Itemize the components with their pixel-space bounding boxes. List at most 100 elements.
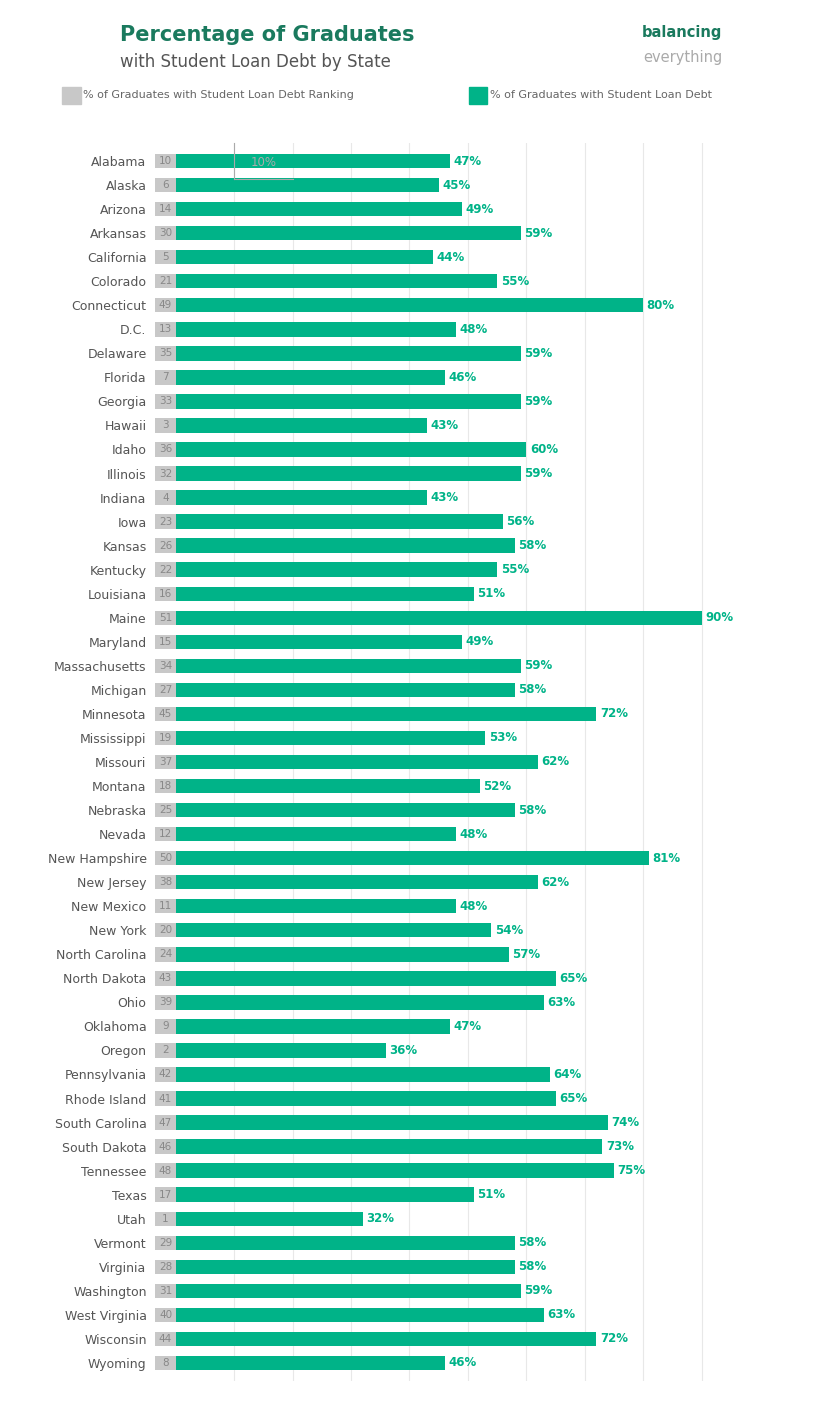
Bar xyxy=(176,780,480,794)
Bar xyxy=(176,899,457,914)
Text: 59%: 59% xyxy=(524,227,552,240)
Text: 18: 18 xyxy=(159,781,172,791)
Text: 12: 12 xyxy=(159,829,172,840)
Bar xyxy=(155,995,176,1009)
Text: 49%: 49% xyxy=(466,203,494,216)
Text: 19: 19 xyxy=(159,733,172,743)
Text: 59%: 59% xyxy=(524,395,552,408)
Text: 32: 32 xyxy=(159,468,172,478)
Text: 58%: 58% xyxy=(518,803,546,816)
Text: 58%: 58% xyxy=(518,1260,546,1273)
Bar xyxy=(155,610,176,625)
Text: 22: 22 xyxy=(159,565,172,575)
Text: 38: 38 xyxy=(159,878,172,887)
Bar xyxy=(155,707,176,721)
Text: 32%: 32% xyxy=(366,1213,394,1225)
Text: 52%: 52% xyxy=(483,780,511,792)
Text: 46: 46 xyxy=(159,1141,172,1151)
Bar xyxy=(155,322,176,336)
Text: 28: 28 xyxy=(159,1262,172,1272)
Bar xyxy=(176,923,491,938)
Text: % of Graduates with Student Loan Debt: % of Graduates with Student Loan Debt xyxy=(490,90,711,101)
Text: 72%: 72% xyxy=(600,1332,628,1346)
Bar xyxy=(155,1308,176,1322)
Bar xyxy=(155,491,176,505)
Text: 58%: 58% xyxy=(518,683,546,697)
Text: 47: 47 xyxy=(159,1117,172,1127)
Text: 4: 4 xyxy=(162,492,168,502)
Text: 23: 23 xyxy=(159,516,172,527)
Bar xyxy=(176,610,701,625)
Text: 58%: 58% xyxy=(518,540,546,552)
Bar xyxy=(176,1356,445,1370)
Text: 59%: 59% xyxy=(524,467,552,479)
Text: 54%: 54% xyxy=(495,924,523,937)
Bar xyxy=(176,442,526,457)
Bar xyxy=(176,515,503,529)
Text: 60%: 60% xyxy=(530,443,558,456)
Bar xyxy=(155,730,176,744)
Text: balancing: balancing xyxy=(642,25,722,41)
Bar xyxy=(155,273,176,289)
Bar xyxy=(155,1019,176,1033)
Text: 46%: 46% xyxy=(448,1357,476,1370)
Bar xyxy=(176,1235,515,1251)
Bar xyxy=(155,635,176,649)
Text: 29: 29 xyxy=(159,1238,172,1248)
Text: 59%: 59% xyxy=(524,659,552,673)
Text: 44%: 44% xyxy=(437,251,465,264)
Text: 45%: 45% xyxy=(442,178,471,192)
Bar xyxy=(155,202,176,216)
Text: 24: 24 xyxy=(159,949,172,959)
Text: 5: 5 xyxy=(162,252,168,262)
Bar xyxy=(155,827,176,841)
Text: 6: 6 xyxy=(162,179,168,191)
Bar xyxy=(176,202,462,216)
Bar xyxy=(155,442,176,457)
Text: % of Graduates with Student Loan Debt Ranking: % of Graduates with Student Loan Debt Ra… xyxy=(83,90,354,101)
Bar xyxy=(155,1211,176,1225)
Bar xyxy=(155,538,176,552)
Bar xyxy=(176,1019,451,1033)
Text: 58%: 58% xyxy=(518,1237,546,1249)
Text: 30: 30 xyxy=(159,229,172,238)
Text: 13: 13 xyxy=(159,324,172,334)
Text: 25: 25 xyxy=(159,805,172,815)
Text: 48: 48 xyxy=(159,1165,172,1176)
Text: 57%: 57% xyxy=(512,948,540,960)
Text: 64%: 64% xyxy=(554,1068,582,1081)
Text: 48%: 48% xyxy=(460,900,488,913)
Bar xyxy=(155,178,176,192)
Text: 63%: 63% xyxy=(548,995,575,1009)
Text: 42: 42 xyxy=(159,1070,172,1080)
Bar xyxy=(155,1332,176,1346)
Bar xyxy=(155,683,176,697)
Text: 51%: 51% xyxy=(477,587,505,600)
Bar xyxy=(155,1116,176,1130)
Bar xyxy=(155,515,176,529)
Bar xyxy=(176,1116,608,1130)
Bar xyxy=(155,226,176,240)
Bar xyxy=(155,562,176,576)
Bar xyxy=(155,1235,176,1251)
Bar xyxy=(176,250,433,265)
Text: 55%: 55% xyxy=(500,564,529,576)
Text: 16: 16 xyxy=(159,589,172,599)
Text: 56%: 56% xyxy=(506,515,535,529)
Bar xyxy=(155,370,176,384)
Text: 53%: 53% xyxy=(489,732,517,744)
Bar xyxy=(155,1091,176,1106)
Text: 20: 20 xyxy=(159,925,172,935)
Bar xyxy=(155,467,176,481)
Text: 37: 37 xyxy=(159,757,172,767)
Bar xyxy=(176,1091,555,1106)
Text: 48%: 48% xyxy=(460,827,488,841)
Bar xyxy=(155,250,176,265)
Text: 75%: 75% xyxy=(618,1164,646,1178)
Bar xyxy=(176,491,427,505)
Bar xyxy=(155,586,176,601)
Text: 2: 2 xyxy=(162,1046,168,1056)
Bar xyxy=(176,1284,520,1298)
Text: 27: 27 xyxy=(159,684,172,695)
Bar xyxy=(155,1259,176,1274)
